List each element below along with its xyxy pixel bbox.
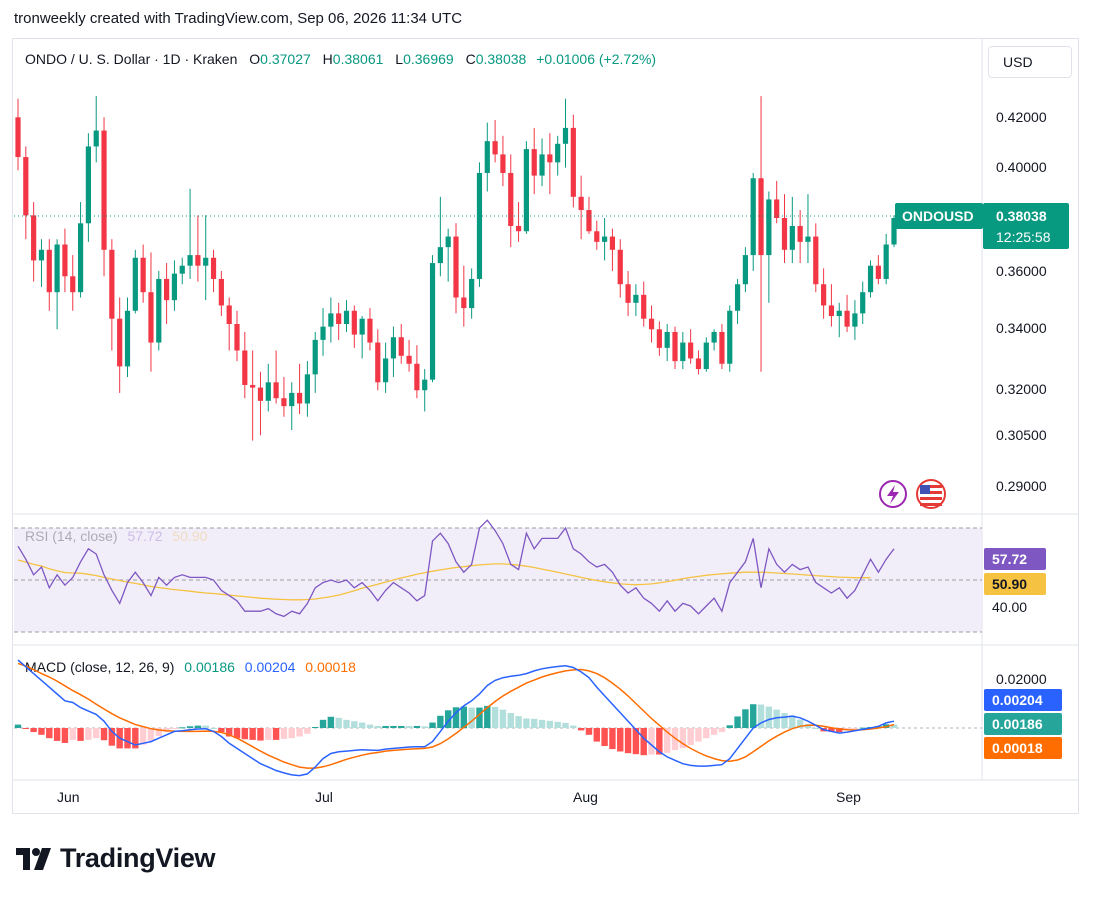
macd-legend-signal: 0.00018 [305, 659, 356, 675]
rsi-legend-value: 57.72 [127, 528, 163, 544]
tradingview-logo: TradingView [16, 843, 216, 874]
high-value: 0.38061 [332, 51, 384, 67]
open-label: O [249, 51, 261, 67]
low-label: L [395, 51, 404, 67]
high-label: H [322, 51, 333, 67]
macd-label: MACD (close, 12, 26, 9) [25, 659, 175, 675]
change-value: +0.01006 (+2.72%) [536, 51, 657, 67]
tradingview-logo-icon [16, 847, 51, 870]
macd-legend-hist: 0.00186 [184, 659, 235, 675]
rsi-legend-ma: 50.90 [172, 528, 208, 544]
currency-button[interactable]: USD [988, 46, 1072, 78]
low-value: 0.36969 [403, 51, 454, 67]
chart-caption: tronweekly created with TradingView.com,… [14, 10, 463, 27]
rsi-legend: RSI (14, close) 57.72 50.90 [25, 528, 207, 544]
open-value: 0.37027 [260, 51, 311, 67]
macd-legend-macd: 0.00204 [244, 659, 296, 675]
rsi-label: RSI (14, close) [25, 528, 118, 544]
symbol-legend: ONDO / U. S. Dollar · 1D · Kraken O0.370… [25, 51, 656, 67]
tradingview-wordmark: TradingView [60, 843, 216, 873]
symbol-title: ONDO / U. S. Dollar · 1D · Kraken [25, 51, 238, 67]
close-label: C [465, 51, 476, 67]
close-value: 0.38038 [475, 51, 527, 67]
macd-legend: MACD (close, 12, 26, 9) 0.00186 0.00204 … [25, 659, 356, 675]
chart-frame[interactable] [12, 38, 1079, 814]
